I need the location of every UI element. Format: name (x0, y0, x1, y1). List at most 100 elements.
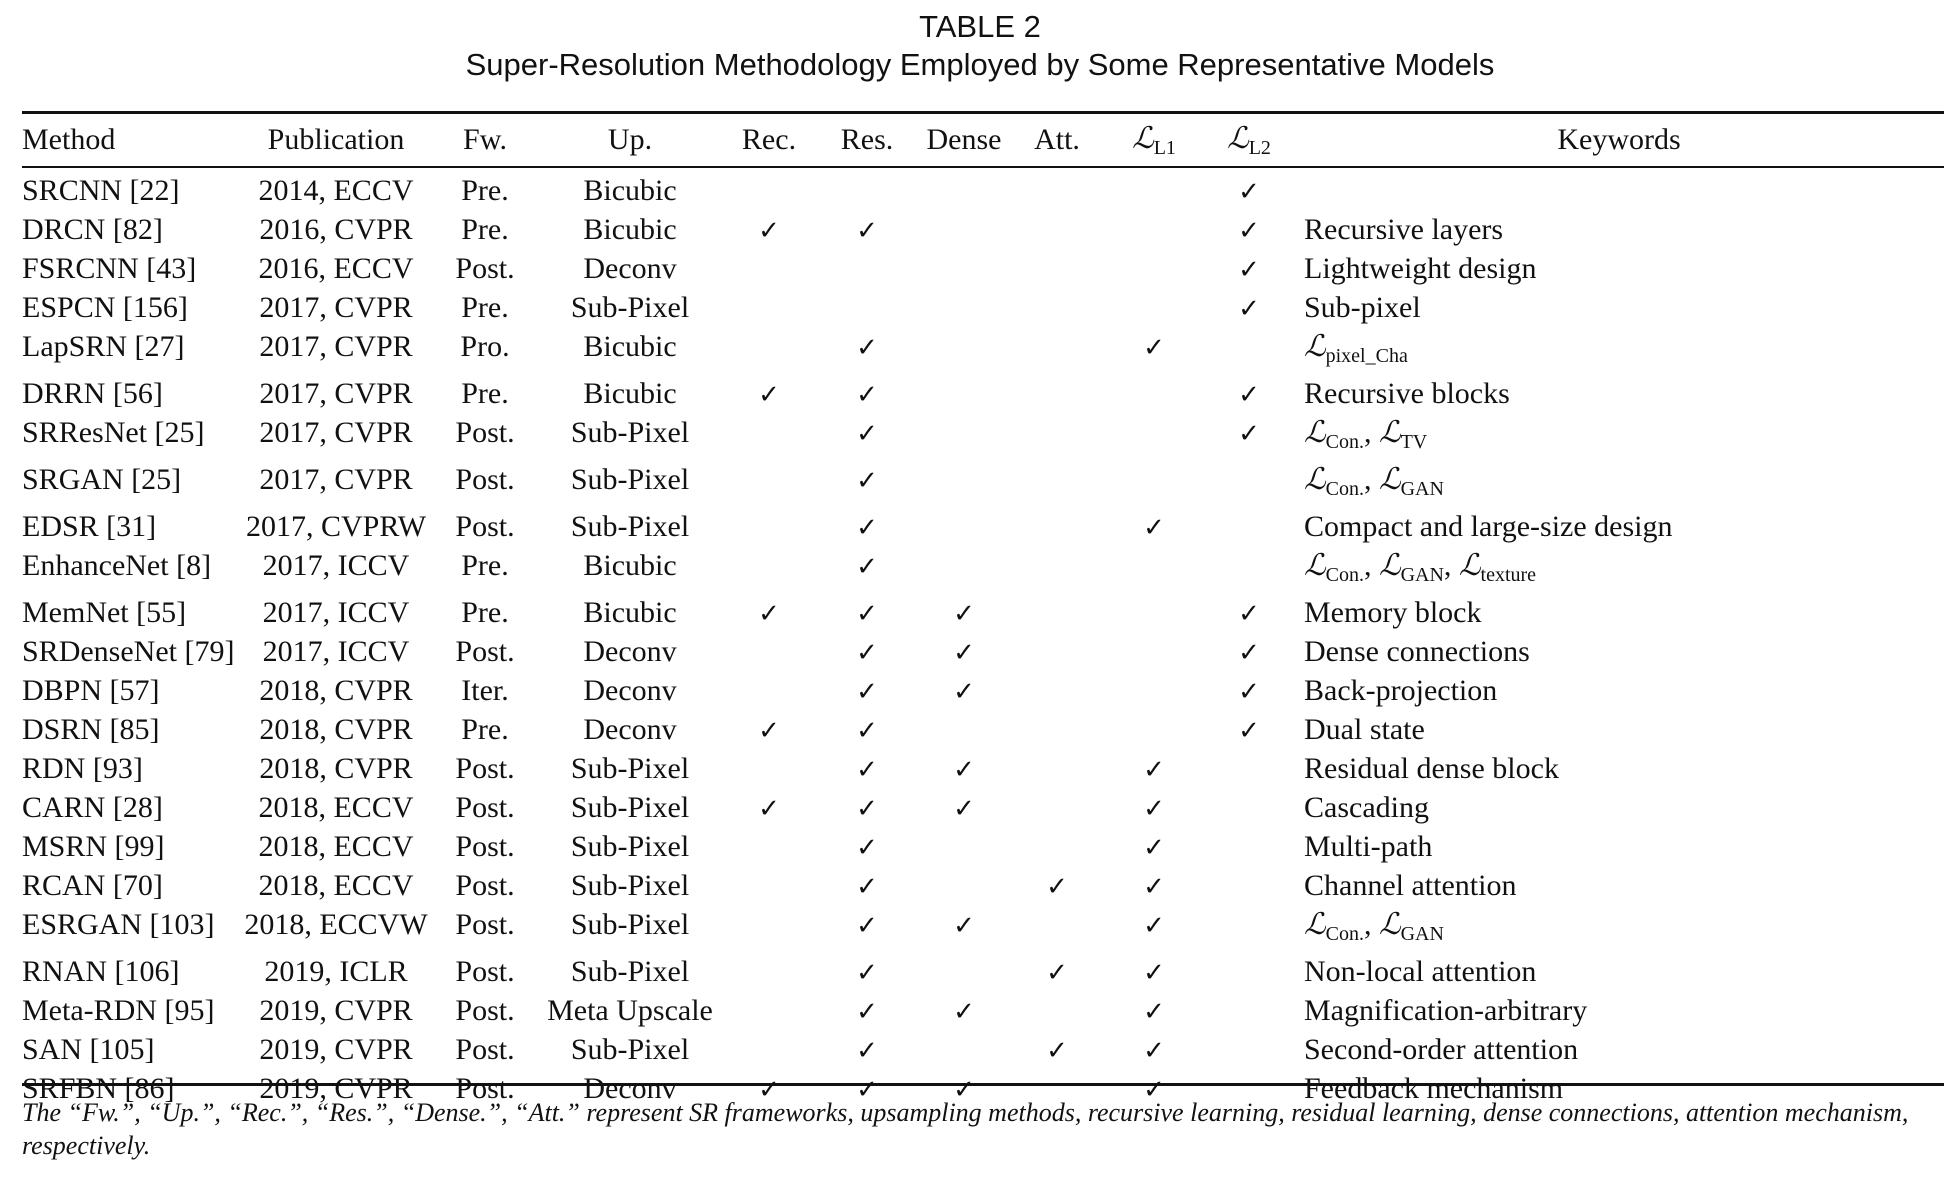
cell-l1: ✓ (1104, 906, 1204, 953)
cell-att (1010, 828, 1104, 867)
cell-res: ✓ (816, 750, 918, 789)
cell-rec (722, 672, 816, 711)
cell-method: RDN [93] (22, 752, 143, 785)
cell-keywords: Recursive blocks (1294, 375, 1944, 414)
cell-publication: 2019, CVPR (259, 994, 413, 1027)
col-header-publication: Publication (267, 123, 405, 156)
loss-subscript: GAN (1400, 923, 1444, 945)
cell-l1: ✓ (1104, 1070, 1204, 1109)
loss-symbol: ℒ (1378, 907, 1401, 942)
cell-dense (918, 508, 1010, 547)
cell-res: ✓ (816, 633, 918, 672)
cell-rec (722, 328, 816, 375)
cell-l1 (1104, 375, 1204, 414)
cell-att (1010, 328, 1104, 375)
check-icon: ✓ (953, 1075, 975, 1105)
check-icon: ✓ (1143, 333, 1165, 363)
cell-publication: 2018, CVPR (259, 713, 413, 746)
cell-dense: ✓ (918, 633, 1010, 672)
cell-keywords: Recursive layers (1294, 211, 1944, 250)
table-top-rule (22, 111, 1944, 114)
cell-dense (918, 166, 1010, 211)
cell-up: Sub-Pixel (570, 510, 690, 543)
cell-l1: ✓ (1104, 1031, 1204, 1070)
loss-subscript: Con. (1325, 564, 1364, 586)
table-row: FSRCNN [43] 2016, ECCV Post. Deconv ✓ Lightwe… (22, 250, 1944, 289)
table-header-row: Method Publication Fw. Up. Rec. Res. Den… (22, 114, 1944, 166)
cell-l1: ✓ (1104, 828, 1204, 867)
check-icon: ✓ (1143, 513, 1165, 543)
cell-dense (918, 547, 1010, 594)
cell-rec (722, 953, 816, 992)
check-icon: ✓ (1143, 1075, 1165, 1105)
cell-l1 (1104, 211, 1204, 250)
cell-method: ESRGAN [103] (22, 908, 215, 941)
cell-res: ✓ (816, 547, 918, 594)
cell-keywords (1294, 166, 1944, 211)
cell-l2 (1204, 828, 1294, 867)
cell-fw: Post. (455, 252, 515, 285)
keyword-text: Non-local attention (1304, 955, 1537, 988)
cell-att (1010, 166, 1104, 211)
check-icon: ✓ (758, 716, 780, 746)
col-header-res: Res. (840, 123, 894, 156)
col-header-l2: ℒL2 (1204, 114, 1294, 166)
check-icon: ✓ (758, 599, 780, 629)
keyword-text: Lightweight design (1304, 252, 1537, 285)
cell-keywords: ℒCon., ℒGAN, ℒtexture (1304, 548, 1537, 586)
check-icon: ✓ (1238, 677, 1260, 707)
cell-up: Deconv (583, 252, 677, 285)
check-icon: ✓ (856, 716, 878, 746)
loss-symbol: ℒ (1304, 329, 1326, 364)
cell-l2: ✓ (1204, 166, 1294, 211)
table-row: SRGAN [25] 2017, CVPR Post. Sub-Pixel ✓ ℒCon.… (22, 461, 1944, 508)
check-icon: ✓ (856, 1036, 878, 1066)
check-icon: ✓ (1238, 419, 1260, 449)
loss-subscript: Con. (1325, 431, 1364, 453)
cell-l2 (1204, 508, 1294, 547)
check-icon: ✓ (1143, 1036, 1165, 1066)
cell-l2: ✓ (1204, 211, 1294, 250)
cell-up: Meta Upscale (547, 994, 713, 1027)
check-icon: ✓ (1238, 255, 1260, 285)
cell-method: SRResNet [25] (22, 416, 205, 449)
loss-subscript: TV (1400, 431, 1428, 453)
keyword-text: Magnification-arbitrary (1304, 994, 1588, 1027)
cell-keywords: Lightweight design (1294, 250, 1944, 289)
cell-publication: 2018, ECCV (258, 830, 414, 863)
cell-res: ✓ (816, 828, 918, 867)
cell-dense (918, 375, 1010, 414)
cell-up: Sub-Pixel (570, 752, 690, 785)
keyword-text: Multi-path (1304, 830, 1433, 863)
cell-up: Bicubic (583, 174, 677, 207)
cell-att (1010, 414, 1104, 461)
cell-rec (722, 414, 816, 461)
cell-publication: 2018, CVPR (259, 674, 413, 707)
cell-keywords: ℒCon., ℒGAN (1304, 907, 1444, 945)
cell-res: ✓ (816, 594, 918, 633)
check-icon: ✓ (758, 794, 780, 824)
check-icon: ✓ (856, 466, 878, 496)
cell-method: DRRN [56] (22, 377, 163, 410)
loss-symbol: ℒ (1378, 548, 1401, 583)
col-header-fw: Fw. (463, 123, 507, 156)
cell-up: Bicubic (583, 596, 677, 629)
table-row: EDSR [31] 2017, CVPRW Post. Sub-Pixel ✓ ✓ Comp… (22, 508, 1944, 547)
keyword-text: Dense connections (1304, 635, 1530, 668)
cell-dense: ✓ (918, 992, 1010, 1031)
cell-method: FSRCNN [43] (22, 252, 197, 285)
cell-method: RCAN [70] (22, 869, 163, 902)
table-row: SRDenseNet [79] 2017, ICCV Post. Deconv ✓ ✓ ✓ D… (22, 633, 1944, 672)
cell-dense (918, 211, 1010, 250)
loss-subscript: GAN (1400, 478, 1444, 500)
cell-att: ✓ (1010, 953, 1104, 992)
cell-keywords: Feedback mechanism (1294, 1070, 1944, 1109)
cell-rec (722, 1031, 816, 1070)
cell-l2: ✓ (1204, 672, 1294, 711)
cell-dense (918, 828, 1010, 867)
check-icon: ✓ (856, 599, 878, 629)
cell-publication: 2017, ICCV (262, 596, 410, 629)
check-icon: ✓ (953, 638, 975, 668)
check-icon: ✓ (953, 997, 975, 1027)
cell-dense: ✓ (918, 750, 1010, 789)
